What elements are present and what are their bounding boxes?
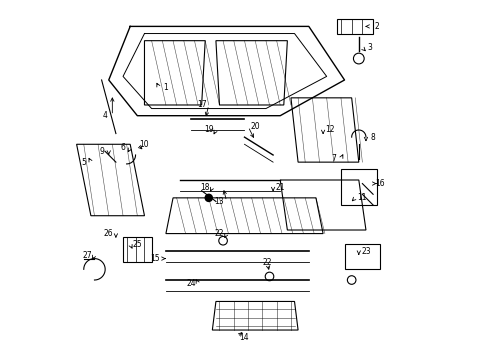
Text: 4: 4 bbox=[102, 111, 107, 120]
Text: 20: 20 bbox=[250, 122, 260, 131]
Text: 22: 22 bbox=[263, 258, 272, 267]
Text: 15: 15 bbox=[150, 254, 160, 263]
Text: 27: 27 bbox=[82, 251, 92, 260]
Text: 6: 6 bbox=[121, 143, 125, 152]
Text: 21: 21 bbox=[275, 183, 285, 192]
Text: 19: 19 bbox=[203, 126, 213, 135]
Text: 7: 7 bbox=[331, 154, 336, 163]
Circle shape bbox=[205, 194, 212, 202]
Text: 26: 26 bbox=[104, 229, 113, 238]
Text: 3: 3 bbox=[366, 43, 371, 52]
Text: 1: 1 bbox=[163, 83, 168, 92]
Text: 16: 16 bbox=[375, 179, 384, 188]
Text: 18: 18 bbox=[200, 183, 209, 192]
Text: 22: 22 bbox=[214, 229, 224, 238]
Text: 8: 8 bbox=[370, 132, 375, 141]
Text: 17: 17 bbox=[196, 100, 206, 109]
Text: 11: 11 bbox=[357, 193, 366, 202]
Text: 12: 12 bbox=[325, 126, 334, 135]
Text: 10: 10 bbox=[140, 140, 149, 149]
Text: 14: 14 bbox=[239, 333, 249, 342]
Text: 9: 9 bbox=[99, 147, 104, 156]
Text: 5: 5 bbox=[81, 158, 86, 167]
Text: 25: 25 bbox=[132, 240, 142, 249]
Text: 13: 13 bbox=[214, 197, 224, 206]
Text: 24: 24 bbox=[186, 279, 195, 288]
Text: 23: 23 bbox=[361, 247, 370, 256]
Text: 2: 2 bbox=[373, 22, 378, 31]
